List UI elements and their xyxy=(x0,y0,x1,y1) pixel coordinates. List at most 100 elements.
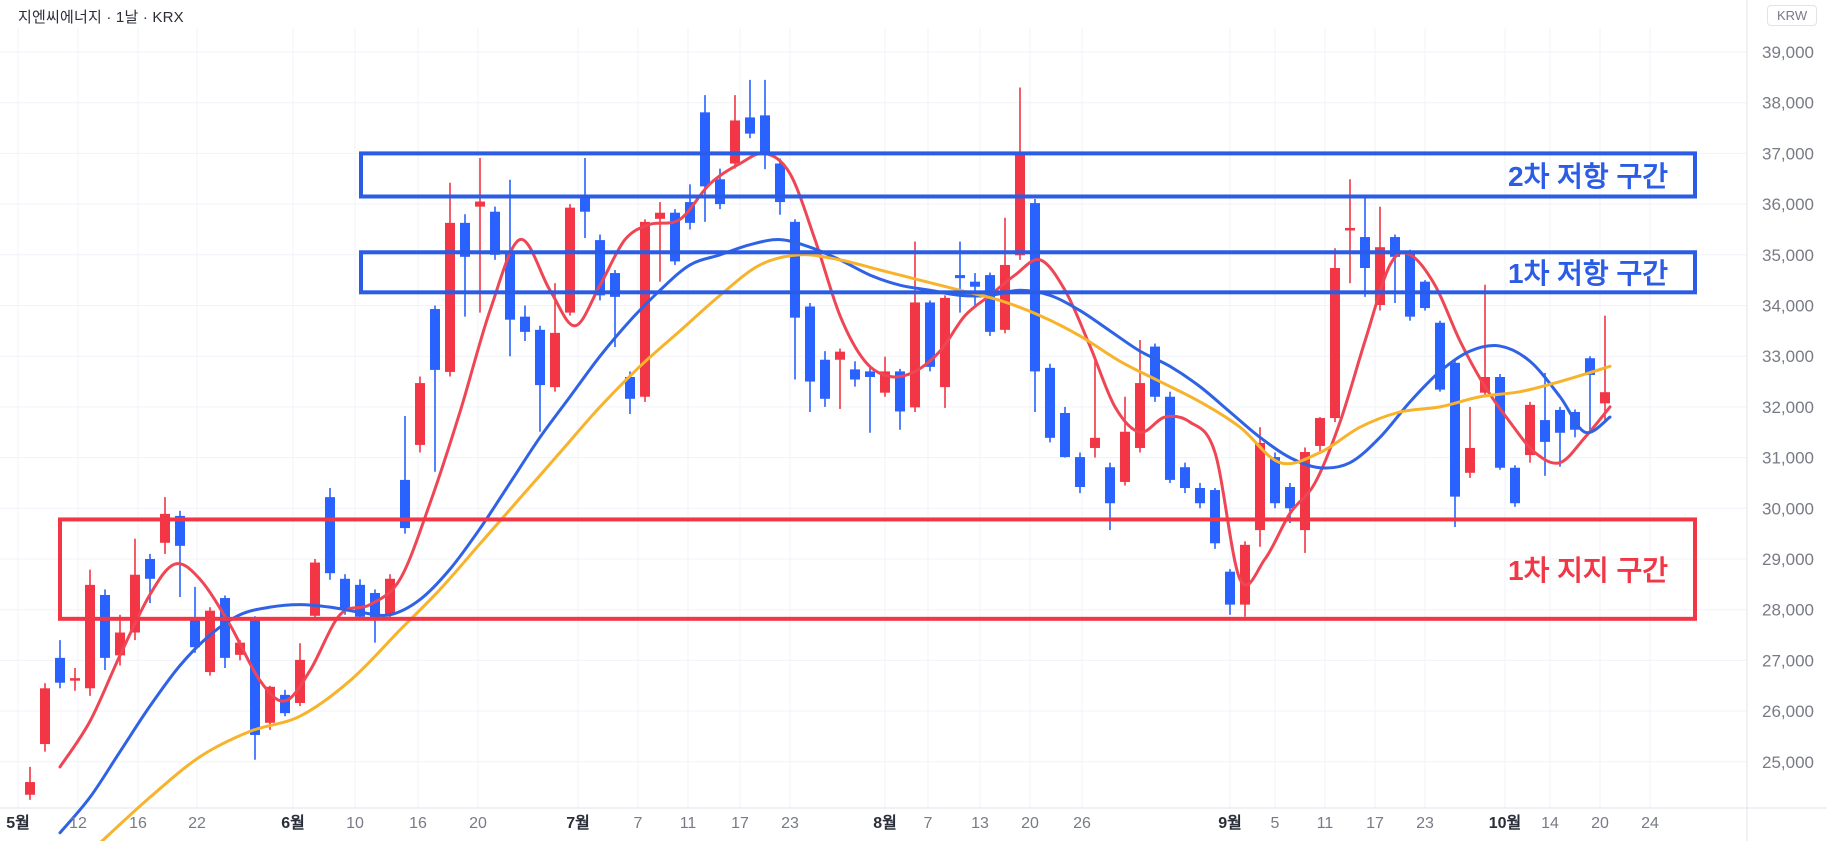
candlestick[interactable] xyxy=(1165,391,1175,483)
y-axis-tick-label[interactable]: 29,000 xyxy=(1762,550,1814,569)
y-axis-tick-label[interactable]: 35,000 xyxy=(1762,246,1814,265)
candlestick[interactable] xyxy=(1225,569,1235,615)
candlestick[interactable] xyxy=(1420,280,1430,311)
candlestick[interactable] xyxy=(1495,373,1505,470)
candlestick[interactable] xyxy=(670,209,680,265)
candlestick[interactable] xyxy=(340,574,350,615)
x-axis-tick-label[interactable]: 26 xyxy=(1073,815,1091,832)
candlestick[interactable] xyxy=(1075,452,1085,494)
x-axis-tick-label[interactable]: 12 xyxy=(69,815,87,832)
x-axis-tick-label[interactable]: 13 xyxy=(971,815,989,832)
x-axis-tick-label[interactable]: 17 xyxy=(1366,815,1384,832)
candlestick[interactable] xyxy=(325,488,335,580)
y-axis-tick-label[interactable]: 36,000 xyxy=(1762,195,1814,214)
candlestick[interactable] xyxy=(985,272,995,336)
x-axis-tick-label[interactable]: 7 xyxy=(634,815,643,832)
support-1-box[interactable] xyxy=(58,517,1697,621)
candlestick[interactable] xyxy=(1045,363,1055,443)
candlestick[interactable] xyxy=(655,202,665,282)
x-axis-tick-label[interactable]: 14 xyxy=(1541,815,1559,832)
currency-badge[interactable]: KRW xyxy=(1767,5,1818,26)
y-axis-tick-label[interactable]: 25,000 xyxy=(1762,753,1814,772)
x-axis-tick-label[interactable]: 23 xyxy=(781,815,799,832)
x-axis-tick-label[interactable]: 7 xyxy=(924,815,933,832)
candlestick[interactable] xyxy=(55,640,65,689)
candlestick[interactable] xyxy=(805,302,815,412)
candlestick[interactable] xyxy=(295,643,305,707)
candlestick[interactable] xyxy=(1450,361,1460,528)
candlestick[interactable] xyxy=(430,305,440,472)
candlestick[interactable] xyxy=(1315,417,1325,453)
candlestick[interactable] xyxy=(280,689,290,717)
x-axis-tick-label[interactable]: 16 xyxy=(409,815,427,832)
candlestick[interactable] xyxy=(520,305,530,341)
x-axis-tick-label[interactable]: 23 xyxy=(1416,815,1434,832)
candlestick[interactable] xyxy=(250,616,260,760)
candlestick[interactable] xyxy=(700,95,710,222)
y-axis-tick-label[interactable]: 30,000 xyxy=(1762,499,1814,518)
candlestick[interactable] xyxy=(385,574,395,618)
candlestick[interactable] xyxy=(1525,401,1535,463)
y-axis-tick-label[interactable]: 27,000 xyxy=(1762,651,1814,670)
y-axis-tick-label[interactable]: 26,000 xyxy=(1762,702,1814,721)
candlestick[interactable] xyxy=(1120,396,1130,486)
candlestick[interactable] xyxy=(1555,406,1565,467)
x-axis-tick-label[interactable]: 20 xyxy=(1021,815,1039,832)
x-axis-tick-label[interactable]: 11 xyxy=(1317,815,1334,832)
x-axis-tick-label[interactable]: 11 xyxy=(680,815,697,832)
candlestick[interactable] xyxy=(1330,248,1340,423)
candlestick[interactable] xyxy=(85,569,95,696)
resistance-2-box[interactable] xyxy=(359,151,1697,199)
candlestick[interactable] xyxy=(625,371,635,414)
candlestick[interactable] xyxy=(865,366,875,433)
candlestick[interactable] xyxy=(790,219,800,380)
candlestick[interactable] xyxy=(1585,356,1595,433)
candlestick[interactable] xyxy=(1240,541,1250,617)
candlestick[interactable] xyxy=(400,416,410,534)
candlestick[interactable] xyxy=(1180,462,1190,494)
candlestick[interactable] xyxy=(640,219,650,402)
candlestick[interactable] xyxy=(1360,198,1370,297)
x-axis-tick-label[interactable]: 20 xyxy=(469,815,487,832)
candlestick[interactable] xyxy=(745,79,755,139)
candlestick[interactable] xyxy=(1405,249,1415,321)
candlestick[interactable] xyxy=(775,158,785,215)
x-axis-tick-label[interactable]: 8월 xyxy=(873,814,897,832)
candlestick[interactable] xyxy=(595,234,605,301)
x-axis-tick-label[interactable]: 22 xyxy=(188,815,206,832)
candlestick[interactable] xyxy=(1465,406,1475,478)
candlestick[interactable] xyxy=(1150,343,1160,402)
candlestick[interactable] xyxy=(220,595,230,669)
candlestick[interactable] xyxy=(460,214,470,317)
y-axis-tick-label[interactable]: 39,000 xyxy=(1762,43,1814,62)
candlestick[interactable] xyxy=(1195,482,1205,509)
x-axis-tick-label[interactable]: 10 xyxy=(346,815,364,832)
x-axis-tick-label[interactable]: 5 xyxy=(1271,815,1280,832)
x-axis-tick-label[interactable]: 7월 xyxy=(566,814,590,832)
x-axis-tick-label[interactable]: 17 xyxy=(731,815,749,832)
x-axis-tick-label[interactable]: 10월 xyxy=(1489,814,1522,832)
candlestick[interactable] xyxy=(100,589,110,671)
candlestick[interactable] xyxy=(475,157,485,313)
candlestick[interactable] xyxy=(835,348,845,409)
candlestick[interactable] xyxy=(1090,356,1100,458)
candlestick[interactable] xyxy=(1435,320,1445,392)
candlestick[interactable] xyxy=(535,325,545,432)
candlestick[interactable] xyxy=(1510,465,1520,507)
candlestick[interactable] xyxy=(1285,482,1295,524)
candlestick[interactable] xyxy=(850,361,860,387)
candlestick[interactable] xyxy=(1030,199,1040,412)
y-axis-tick-label[interactable]: 38,000 xyxy=(1762,94,1814,113)
candlestick[interactable] xyxy=(415,376,425,453)
candlestick[interactable] xyxy=(895,368,905,430)
y-axis-tick-label[interactable]: 34,000 xyxy=(1762,297,1814,316)
x-axis-tick-label[interactable]: 24 xyxy=(1641,815,1659,832)
candlestick[interactable] xyxy=(1060,406,1070,458)
y-axis-tick-label[interactable]: 37,000 xyxy=(1762,144,1814,163)
resistance-1-box[interactable] xyxy=(359,250,1697,295)
candlestick[interactable] xyxy=(445,182,455,377)
x-axis-tick-label[interactable]: 6월 xyxy=(281,814,305,832)
candlestick[interactable] xyxy=(1015,87,1025,260)
symbol-title[interactable]: 지엔씨에너지 · 1날 · KRX xyxy=(18,9,184,26)
candlestick[interactable] xyxy=(1135,339,1145,453)
